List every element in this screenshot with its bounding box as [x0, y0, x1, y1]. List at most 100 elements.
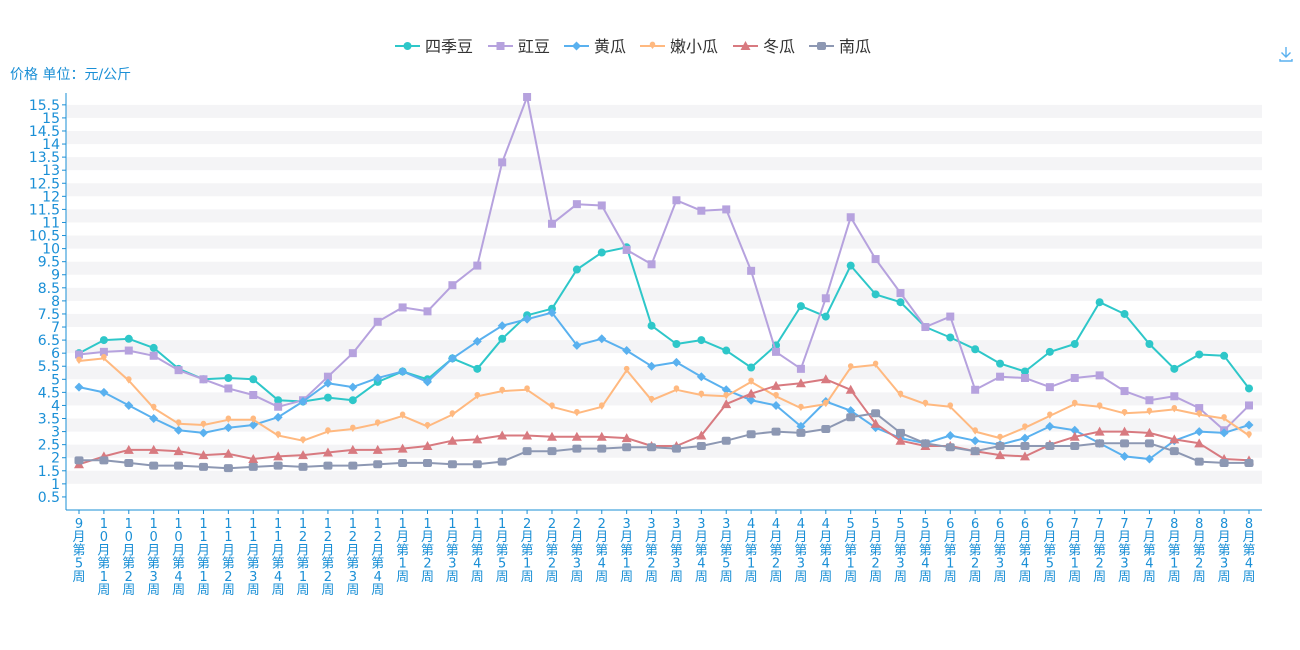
- x-tick-label: 8 月第 3 周: [1218, 517, 1231, 585]
- data-point: [846, 406, 856, 416]
- data-point: [896, 289, 905, 298]
- legend-label: 冬瓜: [763, 37, 795, 56]
- data-point: [273, 412, 283, 422]
- data-point: [895, 428, 905, 437]
- data-point: [149, 343, 158, 352]
- data-point: [795, 378, 806, 388]
- y-tick-label: 3: [51, 425, 60, 441]
- data-point: [846, 261, 855, 270]
- data-point: [1045, 421, 1055, 431]
- y-tick-label: 5: [51, 372, 60, 388]
- data-point: [323, 378, 333, 388]
- data-point: [1095, 439, 1105, 448]
- data-point: [399, 411, 406, 419]
- data-point: [945, 431, 955, 441]
- data-point: [771, 400, 781, 410]
- data-point: [298, 462, 308, 471]
- grid-band: [66, 209, 1262, 223]
- data-point: [250, 415, 257, 423]
- data-point: [871, 409, 881, 418]
- data-point: [721, 436, 731, 445]
- y-tick-label: 5.5: [38, 359, 60, 375]
- x-tick-label: 5 月第 2 周: [869, 517, 882, 585]
- x-tick-label: 7 月第 3 周: [1118, 517, 1131, 585]
- data-point: [373, 460, 383, 469]
- data-point: [373, 317, 382, 326]
- data-point: [971, 345, 980, 354]
- legend-marker: [496, 42, 505, 50]
- data-point: [622, 443, 632, 452]
- data-point: [820, 374, 831, 384]
- y-tick-label: 13: [42, 163, 60, 179]
- data-point: [1170, 392, 1179, 401]
- data-point: [696, 372, 706, 382]
- data-point: [1071, 399, 1078, 408]
- data-point: [696, 430, 707, 440]
- grid-band: [66, 157, 1262, 171]
- data-point: [622, 346, 632, 356]
- data-point: [571, 431, 582, 441]
- data-point: [472, 336, 482, 346]
- data-point: [547, 447, 557, 456]
- data-point: [224, 373, 233, 382]
- x-tick-label: 1 2 月第 2 周: [321, 517, 334, 598]
- data-point: [273, 451, 284, 461]
- data-point: [200, 420, 207, 429]
- data-point: [597, 201, 606, 210]
- data-point: [99, 336, 108, 345]
- data-point: [447, 460, 457, 469]
- x-tick-label: 4 月第 2 周: [770, 517, 783, 585]
- data-point: [348, 349, 357, 358]
- data-point: [449, 410, 456, 418]
- grid-band: [66, 183, 1262, 197]
- y-tick-label: 7: [51, 320, 60, 336]
- data-point: [847, 363, 854, 371]
- grid-band: [66, 130, 1262, 145]
- y-tick-label: 12.5: [29, 176, 60, 192]
- data-point: [1120, 387, 1129, 396]
- data-point: [1170, 364, 1179, 373]
- download-icon[interactable]: [1276, 44, 1296, 64]
- x-tick-label: 3 月第 3 周: [670, 517, 683, 585]
- data-point: [895, 435, 906, 445]
- x-tick-label: 1 月第 4 周: [471, 517, 484, 585]
- data-point: [101, 354, 107, 362]
- data-point: [1196, 410, 1203, 418]
- x-tick-label: 6 月第 2 周: [969, 517, 982, 585]
- data-point: [1070, 340, 1079, 349]
- grid-band: [66, 470, 1262, 484]
- data-point: [124, 334, 133, 343]
- data-point: [498, 334, 507, 343]
- data-point: [372, 444, 383, 454]
- legend-item-嫩小瓜: 嫩小瓜: [640, 37, 718, 56]
- y-tick-label: 13.5: [29, 150, 60, 166]
- data-point: [523, 93, 532, 101]
- data-point: [1070, 441, 1080, 450]
- data-point: [1096, 402, 1103, 410]
- data-point: [198, 428, 208, 438]
- x-tick-label: 1 1 月第 1 周: [197, 517, 210, 598]
- data-point: [1171, 405, 1178, 413]
- y-tick-label: 1.5: [38, 464, 60, 480]
- x-tick-label: 8 月第 2 周: [1193, 517, 1206, 585]
- data-point: [747, 266, 756, 275]
- data-point: [572, 265, 581, 274]
- data-point: [398, 303, 407, 312]
- data-point: [697, 336, 706, 345]
- data-point: [747, 363, 756, 372]
- y-tick-label: 10: [42, 242, 60, 258]
- data-point: [76, 356, 82, 365]
- data-point: [1244, 420, 1254, 430]
- data-point: [174, 366, 183, 375]
- data-point: [1195, 350, 1204, 359]
- data-point: [1069, 431, 1080, 441]
- data-point: [499, 386, 505, 395]
- data-point: [223, 448, 234, 458]
- data-point: [946, 333, 955, 342]
- data-point: [672, 196, 681, 205]
- data-point: [198, 462, 208, 471]
- y-tick-label: 9: [51, 268, 60, 284]
- y-tick-label: 11.5: [29, 202, 60, 218]
- data-point: [845, 384, 856, 394]
- data-point: [1169, 434, 1180, 444]
